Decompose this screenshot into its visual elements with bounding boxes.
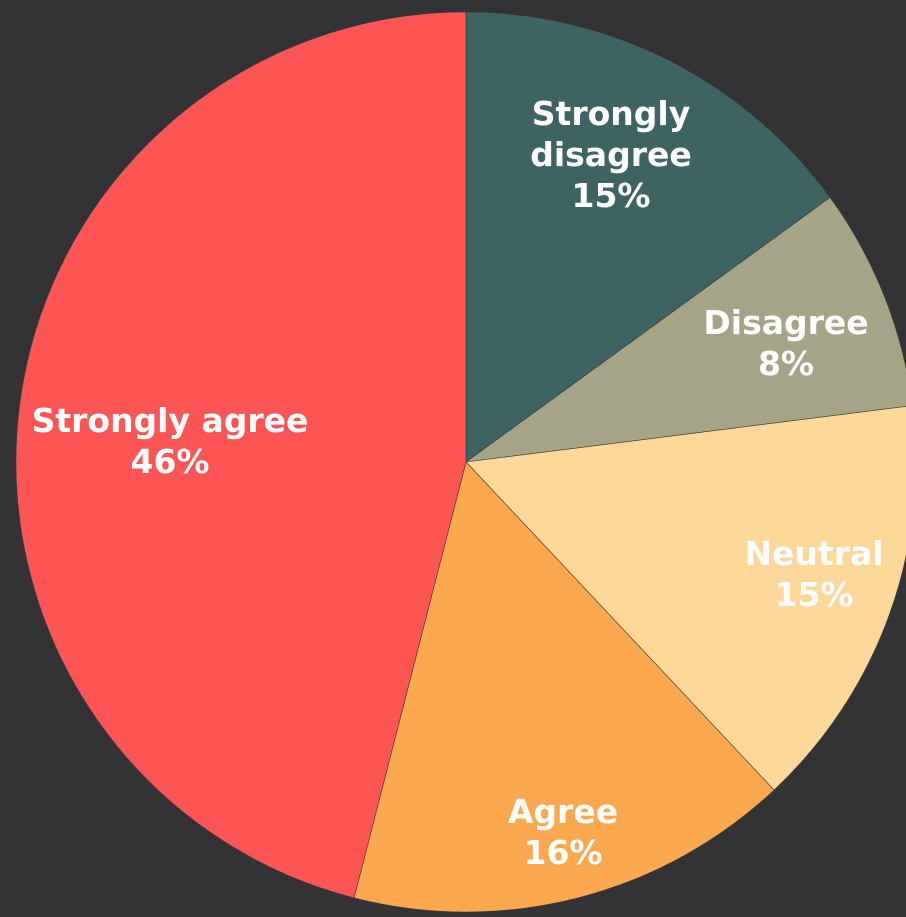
slice-label-text: Strongly agree (32, 401, 309, 440)
slice-label-text: Agree (508, 792, 618, 831)
slice-label-text: Neutral (744, 534, 883, 573)
slice-label-agree: Agree 16% (508, 792, 618, 872)
slice-value-text: 46% (131, 442, 210, 481)
pie-slice-strongly-disagree (465, 11, 831, 463)
slice-label-strongly-disagree: Strongly disagree 15% (530, 94, 692, 215)
slice-label-text: disagree (530, 135, 692, 174)
slice-label-neutral: Neutral 15% (744, 534, 883, 614)
pie-slice-agree (353, 461, 775, 913)
slice-label-text: Strongly (532, 94, 690, 133)
slice-value-text: 16% (524, 833, 603, 872)
pie-slice-strongly-agree (15, 11, 467, 899)
slice-value-text: 8% (758, 344, 814, 383)
pie-slice-neutral (465, 406, 906, 791)
pie-labels: Strongly disagree 15%Disagree 8%Neutral 15%A… (32, 94, 884, 872)
pie-slice-disagree (465, 197, 906, 463)
slice-value-text: 15% (572, 176, 651, 215)
slice-label-text: Disagree (703, 303, 868, 342)
slice-value-text: 15% (775, 575, 854, 614)
slice-label-disagree: Disagree 8% (703, 303, 868, 383)
pie-slices (15, 11, 906, 913)
slice-label-strongly-agree: Strongly agree 46% (32, 401, 309, 481)
